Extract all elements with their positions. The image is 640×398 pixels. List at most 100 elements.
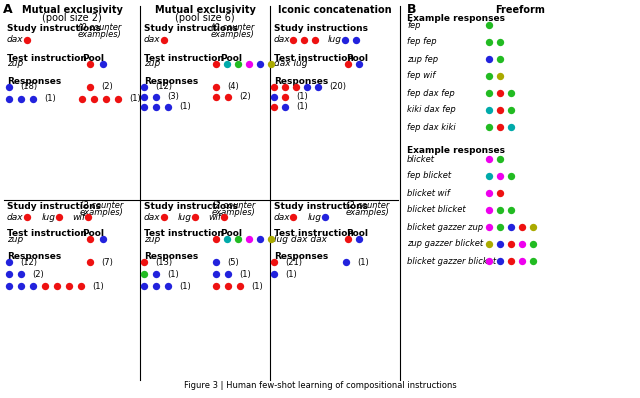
Text: Responses: Responses xyxy=(274,77,328,86)
Point xyxy=(163,283,173,289)
Point xyxy=(484,190,494,196)
Point xyxy=(235,283,245,289)
Point xyxy=(291,84,301,90)
Point xyxy=(495,224,505,230)
Text: Responses: Responses xyxy=(7,252,61,261)
Point xyxy=(28,283,38,289)
Point xyxy=(506,207,516,213)
Text: (5): (5) xyxy=(227,258,239,267)
Text: Study instructions: Study instructions xyxy=(274,24,368,33)
Point xyxy=(163,104,173,110)
Point xyxy=(495,258,505,264)
Text: (2): (2) xyxy=(239,92,251,101)
Text: Study instructions: Study instructions xyxy=(7,202,101,211)
Text: (20): (20) xyxy=(329,82,346,92)
Text: lug: lug xyxy=(42,213,56,222)
Point xyxy=(506,90,516,96)
Point xyxy=(222,236,232,242)
Text: (21): (21) xyxy=(285,258,302,267)
Point xyxy=(495,73,505,79)
Text: lug dax dax: lug dax dax xyxy=(274,234,327,244)
Text: fep fep: fep fep xyxy=(407,37,436,47)
Text: (18): (18) xyxy=(20,82,37,92)
Text: (2): (2) xyxy=(101,82,113,92)
Point xyxy=(506,107,516,113)
Text: Example responses: Example responses xyxy=(407,146,505,155)
Text: examples): examples) xyxy=(211,30,255,39)
Text: (1): (1) xyxy=(239,269,251,279)
Text: Freeform: Freeform xyxy=(495,5,545,15)
Text: Pool: Pool xyxy=(346,54,368,63)
Text: (2): (2) xyxy=(32,269,44,279)
Text: (1): (1) xyxy=(357,258,369,267)
Text: A: A xyxy=(3,3,13,16)
Point xyxy=(269,259,279,265)
Text: (1): (1) xyxy=(296,103,308,111)
Point xyxy=(190,214,200,220)
Point xyxy=(484,156,494,162)
Point xyxy=(506,224,516,230)
Text: Study instructions: Study instructions xyxy=(144,202,238,211)
Text: fep blicket: fep blicket xyxy=(407,172,451,181)
Point xyxy=(139,259,149,265)
Point xyxy=(85,84,95,90)
Text: examples): examples) xyxy=(78,30,122,39)
Text: blicket: blicket xyxy=(407,154,435,164)
Point xyxy=(484,124,494,130)
Point xyxy=(22,37,32,43)
Point xyxy=(151,94,161,100)
Point xyxy=(288,37,298,43)
Text: Test instruction: Test instruction xyxy=(7,229,87,238)
Point xyxy=(52,283,62,289)
Point xyxy=(266,61,276,67)
Text: Responses: Responses xyxy=(274,252,328,261)
Point xyxy=(83,214,93,220)
Point xyxy=(211,94,221,100)
Point xyxy=(484,224,494,230)
Point xyxy=(302,84,312,90)
Text: (1): (1) xyxy=(92,281,104,291)
Point xyxy=(28,96,38,102)
Text: (2 counter: (2 counter xyxy=(346,201,389,210)
Point xyxy=(354,61,364,67)
Text: Pool: Pool xyxy=(346,229,368,238)
Point xyxy=(343,61,353,67)
Text: examples): examples) xyxy=(212,208,256,217)
Point xyxy=(139,94,149,100)
Text: zup fep: zup fep xyxy=(407,55,438,64)
Point xyxy=(354,236,364,242)
Point xyxy=(269,271,279,277)
Point xyxy=(269,84,279,90)
Point xyxy=(495,90,505,96)
Point xyxy=(495,207,505,213)
Text: Responses: Responses xyxy=(144,77,198,86)
Text: Test instruction: Test instruction xyxy=(7,54,87,63)
Text: Study instructions: Study instructions xyxy=(144,24,238,33)
Point xyxy=(484,22,494,28)
Text: zup: zup xyxy=(144,59,160,68)
Text: Responses: Responses xyxy=(144,252,198,261)
Text: dax: dax xyxy=(274,213,291,222)
Point xyxy=(288,214,298,220)
Point xyxy=(211,61,221,67)
Point xyxy=(54,214,64,220)
Text: zup: zup xyxy=(7,234,23,244)
Text: Mutual exclusivity: Mutual exclusivity xyxy=(155,5,255,15)
Point xyxy=(484,73,494,79)
Text: (0 counter: (0 counter xyxy=(211,23,254,32)
Point xyxy=(299,37,309,43)
Point xyxy=(159,37,169,43)
Text: Pool: Pool xyxy=(220,54,242,63)
Text: Study instructions: Study instructions xyxy=(7,24,101,33)
Point xyxy=(266,236,276,242)
Point xyxy=(528,241,538,247)
Text: Test instruction: Test instruction xyxy=(274,54,354,63)
Point xyxy=(4,96,14,102)
Point xyxy=(495,241,505,247)
Point xyxy=(244,236,254,242)
Text: (pool size 2): (pool size 2) xyxy=(42,13,102,23)
Point xyxy=(495,173,505,179)
Text: Figure 3 | Human few-shot learning of compositional instructions: Figure 3 | Human few-shot learning of co… xyxy=(184,381,456,390)
Point xyxy=(495,56,505,62)
Point xyxy=(151,271,161,277)
